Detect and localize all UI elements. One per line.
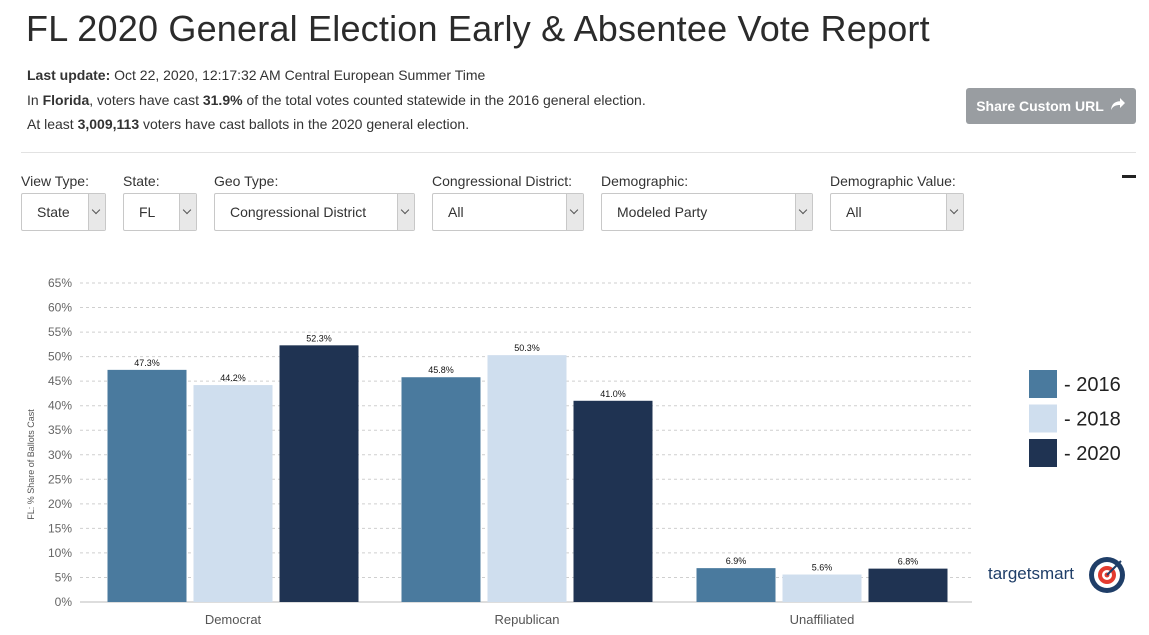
data-label: 6.8% (898, 557, 919, 567)
chevron-down-icon (566, 194, 583, 230)
data-label: 45.8% (428, 365, 454, 375)
legend-label: - 2018 (1064, 409, 1121, 431)
collapse-filters-button[interactable] (1121, 168, 1137, 184)
data-label: 6.9% (726, 556, 747, 566)
data-label: 50.3% (514, 343, 540, 353)
geo-type-label: Geo Type: (214, 173, 279, 189)
y-tick-label: 40% (48, 399, 72, 413)
target-logo-icon (1087, 555, 1127, 595)
bar[interactable] (487, 355, 567, 602)
view-type-label: View Type: (21, 173, 89, 189)
chevron-down-icon (795, 194, 812, 230)
page-title: FL 2020 General Election Early & Absente… (26, 8, 930, 49)
turnout-prefix: In (27, 92, 43, 108)
y-tick-label: 30% (48, 448, 72, 462)
bar[interactable] (782, 574, 862, 602)
legend-label: - 2020 (1064, 443, 1121, 465)
count-prefix: At least (27, 116, 78, 132)
chart-bars (107, 345, 948, 602)
last-update-value: Oct 22, 2020, 12:17:32 AM Central Europe… (114, 67, 486, 83)
demographic-select[interactable]: Modeled Party (601, 193, 813, 231)
share-button-label: Share Custom URL (976, 98, 1104, 114)
state-label: State: (123, 173, 160, 189)
y-tick-label: 50% (48, 350, 72, 364)
y-tick-label: 65% (48, 276, 72, 290)
legend-label: - 2016 (1064, 374, 1121, 396)
y-tick-label: 20% (48, 497, 72, 511)
ballot-count: 3,009,113 (77, 116, 140, 132)
demographic-value-label: Demographic Value: (830, 173, 956, 189)
ballot-count-line: At least 3,009,113 voters have cast ball… (27, 116, 469, 132)
turnout-summary-line: In Florida, voters have cast 31.9% of th… (27, 92, 646, 108)
y-tick-label: 15% (48, 521, 72, 535)
turnout-percent: 31.9% (202, 92, 243, 108)
geo-type-value: Congressional District (230, 204, 367, 220)
x-category-label: Democrat (205, 612, 262, 627)
congressional-district-label: Congressional District: (432, 173, 573, 189)
header-divider (21, 152, 1136, 153)
y-tick-label: 10% (48, 546, 72, 560)
y-tick-label: 45% (48, 374, 72, 388)
bar[interactable] (573, 400, 653, 602)
state-select[interactable]: FL (123, 193, 197, 231)
brand-name: targetsmart (988, 564, 1074, 583)
data-label: 52.3% (306, 333, 332, 343)
y-tick-label: 0% (55, 595, 73, 609)
geo-type-select[interactable]: Congressional District (214, 193, 415, 231)
y-tick-label: 5% (55, 570, 73, 584)
last-update-line: Last update: Oct 22, 2020, 12:17:32 AM C… (27, 67, 485, 83)
y-tick-label: 25% (48, 472, 72, 486)
y-axis-title: FL: % Share of Ballots Cast (26, 409, 36, 520)
data-label: 5.6% (812, 563, 833, 573)
bar[interactable] (279, 345, 359, 602)
y-tick-label: 35% (48, 423, 72, 437)
legend-swatch (1029, 404, 1057, 433)
demographic-value-value: All (846, 204, 862, 220)
chevron-down-icon (397, 194, 414, 230)
share-custom-url-button[interactable]: Share Custom URL (966, 88, 1136, 124)
bar[interactable] (107, 369, 187, 602)
congressional-district-value: All (448, 204, 464, 220)
chart-labels: 0% 5% 10% 15% 20% 25% 30% 35% 40% 45% 50% 55% 60% 65%… (48, 276, 918, 627)
turnout-suffix: of the total votes counted statewide in … (242, 92, 646, 108)
y-tick-label: 60% (48, 301, 72, 315)
y-tick-label: 55% (48, 325, 72, 339)
data-label: 44.2% (220, 373, 246, 383)
bar[interactable] (696, 568, 776, 602)
chevron-down-icon (946, 194, 963, 230)
chevron-down-icon (88, 194, 105, 230)
bar[interactable] (401, 377, 481, 602)
state-name: Florida (42, 92, 90, 108)
demographic-label: Demographic: (601, 173, 689, 189)
legend-swatch (1029, 370, 1057, 398)
x-category-label: Unaffiliated (790, 612, 855, 627)
data-label: 47.3% (134, 358, 160, 368)
state-value: FL (139, 204, 156, 220)
congressional-district-select[interactable]: All (432, 193, 584, 231)
view-type-value: State (37, 204, 70, 220)
share-arrow-icon (1110, 97, 1126, 115)
demographic-value-select[interactable]: All (830, 193, 964, 231)
turnout-mid: , voters have cast (89, 92, 203, 108)
count-suffix: voters have cast ballots in the 2020 gen… (139, 116, 470, 132)
legend-swatch (1029, 439, 1057, 467)
data-label: 41.0% (600, 389, 626, 399)
chart-legend: - 2016 - 2018 - 2020 (1029, 370, 1121, 467)
demographic-value: Modeled Party (617, 204, 708, 220)
bar[interactable] (868, 568, 948, 602)
x-category-label: Republican (494, 612, 559, 627)
chevron-down-icon (179, 194, 196, 230)
bar[interactable] (193, 385, 273, 602)
last-update-label: Last update: (27, 67, 111, 83)
view-type-select[interactable]: State (21, 193, 106, 231)
